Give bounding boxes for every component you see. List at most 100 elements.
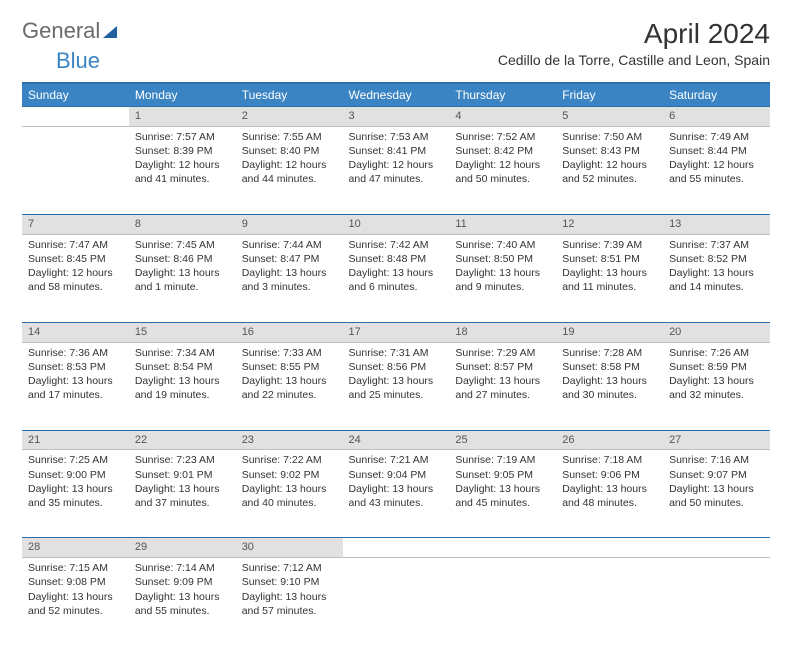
weekday-header: Thursday [449,83,556,107]
day-number-cell: 3 [343,107,450,127]
day-content-cell: Sunrise: 7:19 AMSunset: 9:05 PMDaylight:… [449,450,556,538]
daylight-text: Daylight: 12 hours and 52 minutes. [562,158,657,186]
day-number-cell: 28 [22,538,129,558]
brand-part1: General [22,18,100,44]
sunrise-text: Sunrise: 7:44 AM [242,238,337,252]
day-number-cell: 5 [556,107,663,127]
day-number-cell: 18 [449,322,556,342]
day-number-cell: 2 [236,107,343,127]
daylight-text: Daylight: 12 hours and 47 minutes. [349,158,444,186]
day-content-cell: Sunrise: 7:36 AMSunset: 8:53 PMDaylight:… [22,342,129,430]
day-number-cell [556,538,663,558]
day-number-row: 14151617181920 [22,322,770,342]
day-content-cell: Sunrise: 7:40 AMSunset: 8:50 PMDaylight:… [449,234,556,322]
day-content-cell: Sunrise: 7:52 AMSunset: 8:42 PMDaylight:… [449,126,556,214]
sunset-text: Sunset: 9:09 PM [135,575,230,589]
sunrise-text: Sunrise: 7:14 AM [135,561,230,575]
day-content-cell: Sunrise: 7:34 AMSunset: 8:54 PMDaylight:… [129,342,236,430]
day-number-row: 123456 [22,107,770,127]
calendar-header-row: Sunday Monday Tuesday Wednesday Thursday… [22,83,770,107]
sunrise-text: Sunrise: 7:57 AM [135,130,230,144]
sunset-text: Sunset: 8:43 PM [562,144,657,158]
sunset-text: Sunset: 8:41 PM [349,144,444,158]
day-content-cell: Sunrise: 7:42 AMSunset: 8:48 PMDaylight:… [343,234,450,322]
day-number-cell: 14 [22,322,129,342]
daylight-text: Daylight: 13 hours and 43 minutes. [349,482,444,510]
day-content-cell: Sunrise: 7:31 AMSunset: 8:56 PMDaylight:… [343,342,450,430]
day-content-cell: Sunrise: 7:12 AMSunset: 9:10 PMDaylight:… [236,558,343,646]
sunrise-text: Sunrise: 7:37 AM [669,238,764,252]
day-content-cell: Sunrise: 7:21 AMSunset: 9:04 PMDaylight:… [343,450,450,538]
day-number-cell [22,107,129,127]
sunset-text: Sunset: 8:45 PM [28,252,123,266]
sunset-text: Sunset: 9:00 PM [28,468,123,482]
day-content-cell: Sunrise: 7:53 AMSunset: 8:41 PMDaylight:… [343,126,450,214]
day-content-cell: Sunrise: 7:47 AMSunset: 8:45 PMDaylight:… [22,234,129,322]
sunset-text: Sunset: 8:40 PM [242,144,337,158]
day-content-row: Sunrise: 7:25 AMSunset: 9:00 PMDaylight:… [22,450,770,538]
sunset-text: Sunset: 9:02 PM [242,468,337,482]
sunrise-text: Sunrise: 7:31 AM [349,346,444,360]
sunset-text: Sunset: 8:47 PM [242,252,337,266]
daylight-text: Daylight: 13 hours and 48 minutes. [562,482,657,510]
day-number-cell: 13 [663,214,770,234]
month-title: April 2024 [498,18,770,50]
day-content-cell: Sunrise: 7:25 AMSunset: 9:00 PMDaylight:… [22,450,129,538]
day-content-cell: Sunrise: 7:15 AMSunset: 9:08 PMDaylight:… [22,558,129,646]
day-number-cell: 27 [663,430,770,450]
sunset-text: Sunset: 8:55 PM [242,360,337,374]
daylight-text: Daylight: 13 hours and 22 minutes. [242,374,337,402]
sunset-text: Sunset: 8:39 PM [135,144,230,158]
daylight-text: Daylight: 12 hours and 41 minutes. [135,158,230,186]
day-number-cell: 10 [343,214,450,234]
day-number-cell: 21 [22,430,129,450]
sunset-text: Sunset: 8:56 PM [349,360,444,374]
sunrise-text: Sunrise: 7:53 AM [349,130,444,144]
day-number-cell: 23 [236,430,343,450]
daylight-text: Daylight: 13 hours and 3 minutes. [242,266,337,294]
daylight-text: Daylight: 13 hours and 40 minutes. [242,482,337,510]
sunrise-text: Sunrise: 7:42 AM [349,238,444,252]
daylight-text: Daylight: 13 hours and 45 minutes. [455,482,550,510]
sunrise-text: Sunrise: 7:50 AM [562,130,657,144]
day-content-cell: Sunrise: 7:37 AMSunset: 8:52 PMDaylight:… [663,234,770,322]
day-number-cell: 9 [236,214,343,234]
sunset-text: Sunset: 8:58 PM [562,360,657,374]
sunset-text: Sunset: 9:10 PM [242,575,337,589]
day-content-cell: Sunrise: 7:50 AMSunset: 8:43 PMDaylight:… [556,126,663,214]
day-number-cell: 7 [22,214,129,234]
sunrise-text: Sunrise: 7:28 AM [562,346,657,360]
day-content-cell: Sunrise: 7:45 AMSunset: 8:46 PMDaylight:… [129,234,236,322]
day-number-cell: 11 [449,214,556,234]
day-content-row: Sunrise: 7:57 AMSunset: 8:39 PMDaylight:… [22,126,770,214]
day-content-cell: Sunrise: 7:28 AMSunset: 8:58 PMDaylight:… [556,342,663,430]
daylight-text: Daylight: 13 hours and 25 minutes. [349,374,444,402]
daylight-text: Daylight: 13 hours and 52 minutes. [28,590,123,618]
daylight-text: Daylight: 13 hours and 30 minutes. [562,374,657,402]
day-content-cell [663,558,770,646]
sunrise-text: Sunrise: 7:26 AM [669,346,764,360]
calendar-body: 123456Sunrise: 7:57 AMSunset: 8:39 PMDay… [22,107,770,646]
daylight-text: Daylight: 12 hours and 50 minutes. [455,158,550,186]
brand-logo: General [22,18,119,44]
day-number-cell: 25 [449,430,556,450]
sunrise-text: Sunrise: 7:55 AM [242,130,337,144]
day-content-cell: Sunrise: 7:39 AMSunset: 8:51 PMDaylight:… [556,234,663,322]
day-content-cell: Sunrise: 7:57 AMSunset: 8:39 PMDaylight:… [129,126,236,214]
day-content-cell: Sunrise: 7:49 AMSunset: 8:44 PMDaylight:… [663,126,770,214]
day-number-cell: 29 [129,538,236,558]
day-number-cell [343,538,450,558]
daylight-text: Daylight: 13 hours and 32 minutes. [669,374,764,402]
daylight-text: Daylight: 13 hours and 35 minutes. [28,482,123,510]
sunset-text: Sunset: 8:57 PM [455,360,550,374]
daylight-text: Daylight: 13 hours and 17 minutes. [28,374,123,402]
sunset-text: Sunset: 8:52 PM [669,252,764,266]
day-content-cell: Sunrise: 7:44 AMSunset: 8:47 PMDaylight:… [236,234,343,322]
brand-triangle-icon [103,26,117,38]
weekday-header: Monday [129,83,236,107]
day-number-cell: 12 [556,214,663,234]
daylight-text: Daylight: 13 hours and 1 minute. [135,266,230,294]
sunset-text: Sunset: 9:05 PM [455,468,550,482]
sunrise-text: Sunrise: 7:47 AM [28,238,123,252]
day-number-cell: 19 [556,322,663,342]
